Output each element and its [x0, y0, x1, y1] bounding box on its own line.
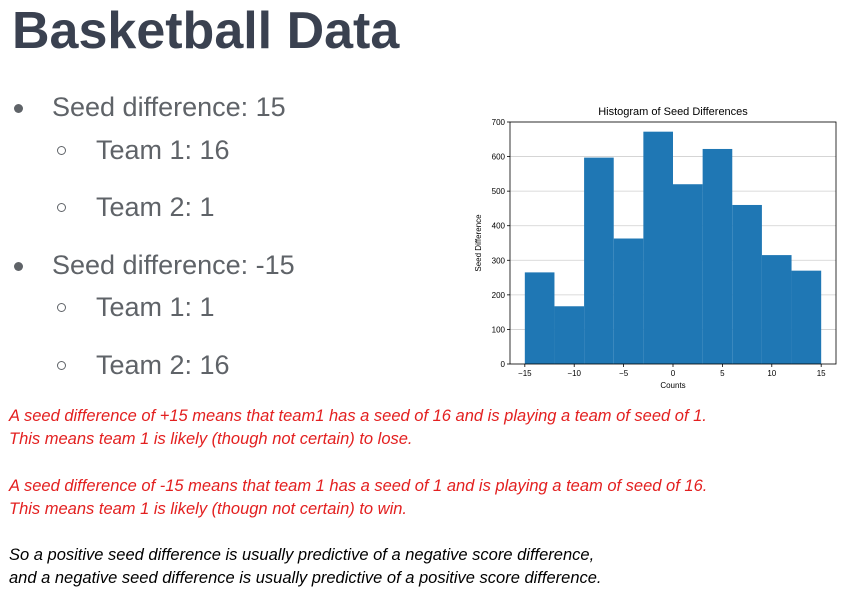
bullet-level2: Team 1: 1: [96, 292, 215, 322]
histogram-bar: [524, 272, 555, 364]
x-axis-label: Counts: [660, 381, 685, 390]
y-tick-label: 600: [492, 153, 506, 162]
y-tick-label: 300: [492, 256, 506, 265]
y-tick-label: 0: [501, 360, 506, 369]
histogram-bar: [702, 148, 733, 364]
note-line: and a negative seed difference is usuall…: [9, 569, 602, 587]
sub-bullet-marker: [57, 203, 66, 212]
y-tick-label: 700: [492, 118, 506, 127]
x-tick-label: 0: [671, 369, 676, 378]
histogram-bar: [613, 238, 644, 364]
x-ticks: −15 −10 −5 0 5 10 15: [518, 364, 826, 378]
x-tick-label: 10: [767, 369, 776, 378]
bullet-marker: [14, 104, 23, 113]
note-line: So a positive seed difference is usually…: [9, 546, 595, 564]
slide-title: Basketball Data: [12, 2, 400, 60]
note-2: A seed difference of -15 means that team…: [9, 475, 707, 521]
bullet-level2: Team 2: 1: [96, 192, 215, 222]
y-tick-label: 400: [492, 222, 506, 231]
x-tick-label: −10: [567, 369, 581, 378]
y-tick-label: 500: [492, 187, 506, 196]
x-tick-label: −15: [518, 369, 532, 378]
histogram-bar: [732, 204, 762, 364]
x-tick-label: 15: [817, 369, 826, 378]
bullet-level1: Seed difference: 15: [52, 92, 286, 122]
note-1: A seed difference of +15 means that team…: [9, 405, 707, 451]
bullet-level2: Team 2: 16: [96, 350, 230, 380]
y-ticks: 0 100 200 300 400 500 600 700: [492, 118, 510, 369]
x-tick-label: −5: [619, 369, 629, 378]
histogram-chart: Histogram of Seed Differences −15 −10 −5 0 5…: [470, 100, 845, 395]
bullet-list: Seed difference: 15 Team 1: 16 Team 2: 1…: [0, 0, 460, 400]
note-3: So a positive seed difference is usually…: [9, 544, 602, 590]
x-tick-label: 5: [720, 369, 725, 378]
histogram-svg: Histogram of Seed Differences −15 −10 −5 0 5…: [474, 106, 837, 390]
bars: [524, 131, 822, 364]
histogram-bar: [791, 270, 822, 364]
histogram-bar: [673, 184, 703, 364]
histogram-bar: [584, 157, 614, 364]
histogram-bar: [761, 255, 792, 364]
sub-bullet-marker: [57, 303, 66, 312]
note-line: A seed difference of -15 means that team…: [9, 477, 708, 495]
bullet-level1: Seed difference: -15: [52, 250, 295, 280]
y-tick-label: 200: [492, 291, 506, 300]
note-line: A seed difference of +15 means that team…: [9, 407, 707, 425]
y-tick-label: 100: [492, 325, 506, 334]
note-line: This means team 1 is likely (though not …: [9, 430, 413, 448]
bullet-level2: Team 1: 16: [96, 135, 230, 165]
note-line: This means team 1 is likely (thougn not …: [9, 500, 408, 518]
histogram-bar: [554, 306, 585, 364]
y-axis-label: Seed Difference: [474, 214, 483, 272]
sub-bullet-marker: [57, 146, 66, 155]
histogram-bar: [643, 131, 673, 364]
bullet-marker: [14, 262, 23, 271]
chart-title: Histogram of Seed Differences: [598, 106, 748, 118]
sub-bullet-marker: [57, 361, 66, 370]
